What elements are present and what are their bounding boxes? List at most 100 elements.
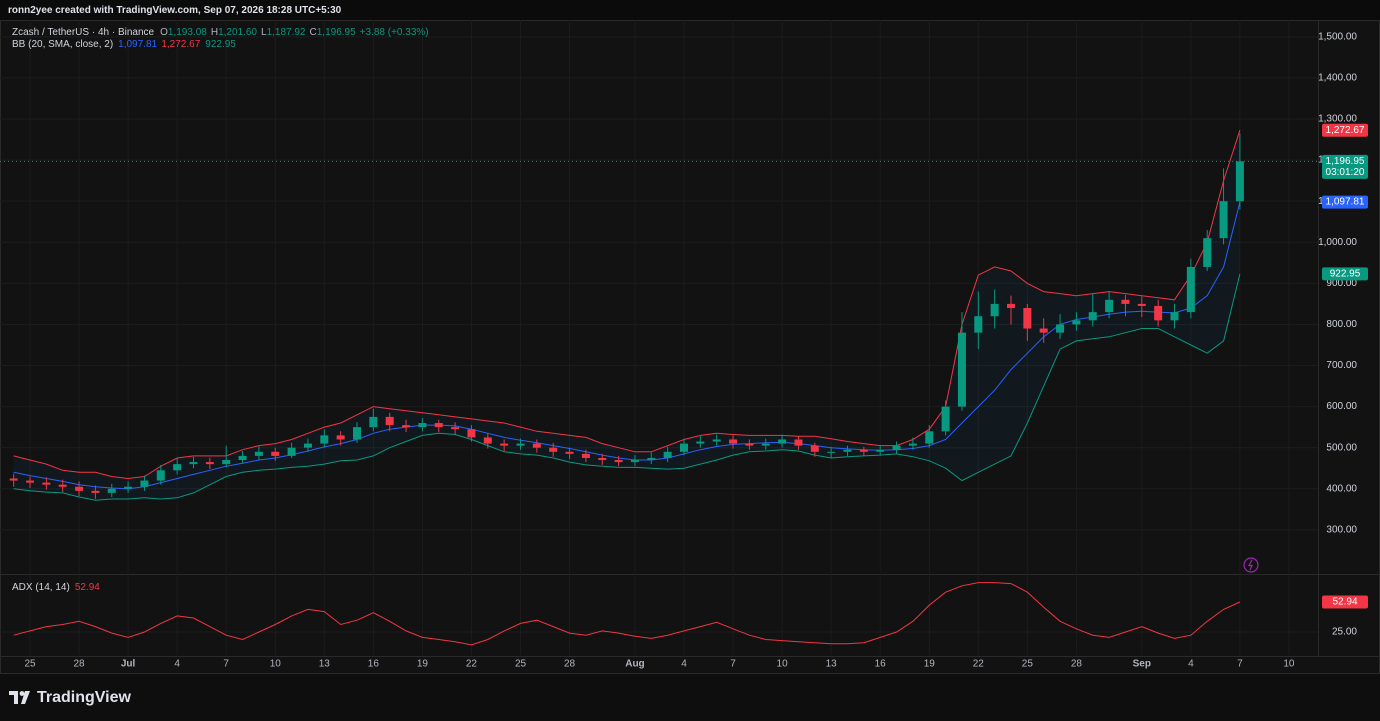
candle-body	[516, 443, 525, 446]
candle-body	[581, 453, 590, 458]
legend-change: +3.88 (+0.33%)	[360, 27, 429, 38]
bb-lower-line	[13, 273, 1241, 501]
price-tag	[1322, 123, 1368, 137]
legend-key: H	[211, 27, 218, 38]
logo-dot	[19, 691, 25, 696]
candle-body	[434, 423, 443, 428]
grid	[0, 20, 1318, 655]
candle-body	[696, 441, 705, 444]
candle-body	[140, 480, 149, 487]
candle-body	[124, 486, 133, 489]
candle-body	[42, 482, 51, 485]
brand: TradingView	[37, 689, 132, 706]
x-tick-label: 7	[730, 659, 736, 670]
legend-indicator: ADX (14, 14)	[12, 582, 70, 593]
x-tick-label: 19	[924, 659, 936, 670]
candle-body	[729, 439, 738, 444]
candle-body	[254, 451, 263, 456]
x-tick-label: 16	[368, 659, 380, 670]
y-tick-label: 600.00	[1326, 401, 1357, 412]
legend-indicator-value: 922.95	[205, 39, 236, 50]
candle-body	[712, 439, 721, 442]
candle-body	[614, 460, 623, 463]
candle-body	[173, 464, 182, 471]
candle-body	[451, 427, 460, 430]
footer-logo	[9, 691, 30, 704]
candle-body	[238, 455, 247, 461]
candle-body	[630, 460, 639, 463]
adx-line	[13, 582, 1241, 646]
candle-body	[565, 451, 574, 454]
price-tag-label: 922.95	[1330, 269, 1361, 280]
bb-basis-line	[13, 201, 1241, 490]
legend-value: 1,196.95	[317, 27, 356, 38]
candle-body	[745, 443, 754, 446]
candle-body	[205, 462, 214, 465]
y-tick-label: 500.00	[1326, 442, 1357, 453]
legend-indicator-value: 52.94	[75, 582, 100, 593]
candle-body	[320, 435, 329, 444]
price-tag	[1322, 267, 1368, 281]
countdown: 03:01:20	[1326, 167, 1365, 178]
x-tick-label: Sep	[1133, 659, 1151, 670]
candle-body	[500, 443, 509, 446]
candle-body	[287, 447, 296, 456]
candle-body	[467, 429, 476, 438]
candle-body	[271, 451, 280, 456]
candle-body	[189, 462, 198, 465]
legend-indicator-value: 1,272.67	[161, 39, 200, 50]
candle-body	[663, 451, 672, 458]
x-tick-label: 22	[466, 659, 478, 670]
price-tag-label: 52.94	[1332, 597, 1357, 608]
candle-body	[369, 416, 378, 428]
candle-body	[402, 425, 411, 428]
candle-body	[1007, 303, 1015, 309]
y-tick-label: 25.00	[1332, 627, 1357, 638]
candle-body	[974, 316, 983, 333]
x-tick-label: 7	[1237, 659, 1243, 670]
candle-body	[1105, 299, 1114, 313]
candle-body	[532, 443, 541, 448]
candle-body	[1056, 324, 1065, 333]
candle-body	[353, 427, 361, 440]
legend-indicator-value: 1,097.81	[118, 39, 157, 50]
y-tick-label: 900.00	[1326, 278, 1357, 289]
legend-key: L	[261, 27, 267, 38]
price-tag-label: 1,097.81	[1326, 197, 1365, 208]
candle-body	[26, 480, 34, 483]
candle-body	[156, 470, 165, 481]
logo-mark	[9, 691, 18, 704]
candle-body	[336, 435, 345, 440]
candle-body	[1023, 308, 1032, 329]
x-tick-label: 7	[223, 659, 229, 670]
x-tick-label: 16	[875, 659, 887, 670]
x-tick-label: 28	[1071, 659, 1083, 670]
x-tick-label: 4	[681, 659, 687, 670]
candle-body	[1186, 266, 1195, 313]
x-tick-label: 13	[826, 659, 838, 670]
y-tick-label: 1,300.00	[1318, 114, 1357, 125]
y-tick-label: 400.00	[1326, 483, 1357, 494]
candle-body	[1219, 201, 1228, 239]
candle-body	[843, 449, 852, 452]
alert-icon[interactable]	[1243, 557, 1259, 573]
legend-value: 1,187.92	[267, 27, 306, 38]
price-tag-label: 1,196.95	[1326, 156, 1365, 167]
x-tick-label: Jul	[121, 659, 136, 670]
candle-body	[303, 443, 312, 448]
x-tick-label: 25	[1022, 659, 1034, 670]
candle-body	[827, 451, 836, 453]
x-tick-label: 28	[73, 659, 85, 670]
bb-upper-line	[13, 130, 1241, 480]
credit: ronn2yee created with TradingView.com, S…	[8, 5, 342, 16]
legend-key: C	[310, 27, 317, 38]
y-tick-label: 1,000.00	[1318, 237, 1357, 248]
x-tick-label: 19	[417, 659, 429, 670]
candle-body	[941, 406, 950, 432]
candle-body	[418, 423, 427, 428]
x-tick-label: 25	[515, 659, 527, 670]
candle-body	[385, 416, 394, 426]
y-tick-label: 300.00	[1326, 525, 1357, 536]
